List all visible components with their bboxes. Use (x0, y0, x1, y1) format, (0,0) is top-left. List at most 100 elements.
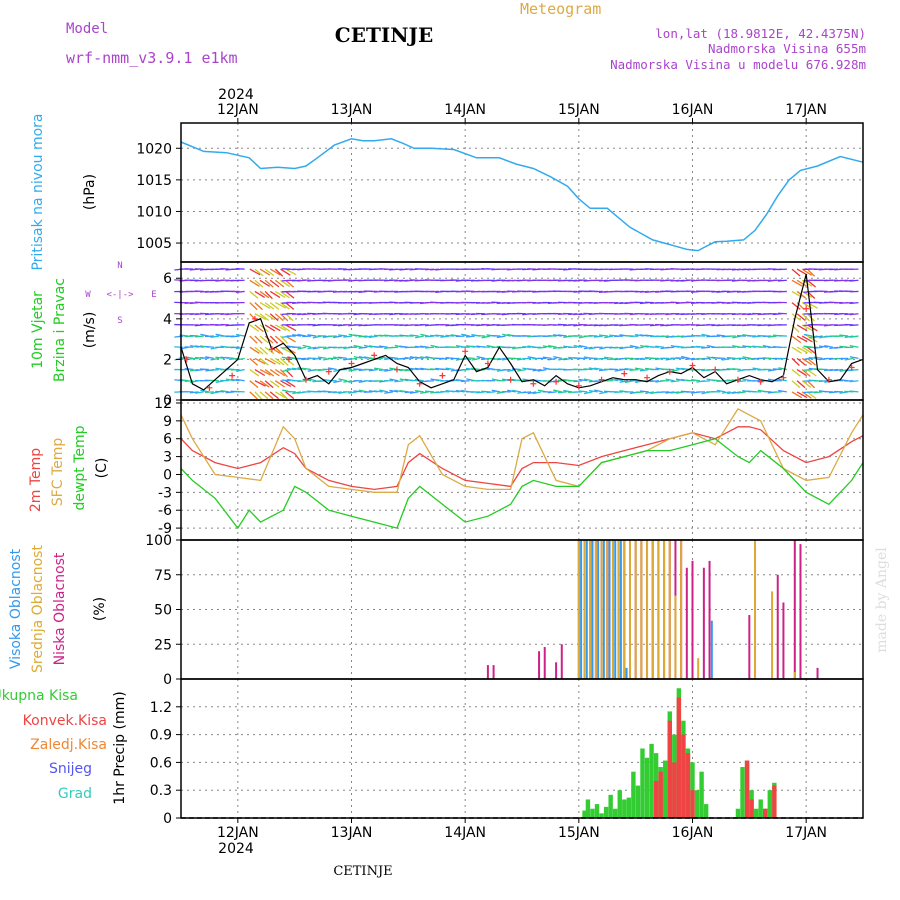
pressure-title: Pritisak na nivou mora (30, 113, 46, 270)
wind-barb (849, 390, 859, 393)
year-label-top: 2024 (218, 87, 254, 103)
wind-barb (778, 367, 787, 371)
wind-barb (481, 335, 491, 339)
wind-barb (420, 356, 429, 360)
wind-barb (259, 335, 269, 344)
wind-barb (363, 344, 373, 348)
wind-barb (818, 380, 828, 383)
wind-barb (639, 368, 649, 372)
wind-barb (685, 357, 695, 360)
temp-ytick-label: -9 (158, 521, 172, 537)
temp-ytick-label: -3 (158, 485, 172, 501)
wind-barb (791, 346, 802, 354)
wind-barb (353, 334, 363, 337)
wind-barb (249, 335, 258, 344)
wind-barb (440, 335, 450, 338)
wind-gust-mark (348, 360, 355, 367)
compass-west: W (85, 290, 91, 300)
wind-barb (532, 391, 542, 395)
wind-barb (264, 346, 275, 355)
wind-barb (791, 279, 803, 287)
wind-barb (389, 378, 399, 382)
wind-barb (409, 391, 419, 394)
wind-barb (537, 368, 547, 372)
precip-total-bar (758, 799, 763, 818)
year-label-bottom: 2024 (218, 841, 254, 857)
wind-barb (796, 335, 808, 343)
wind-barb (619, 380, 629, 383)
wind-barb (701, 333, 711, 337)
wind-gust-mark (575, 382, 582, 389)
wind-barb (834, 368, 844, 372)
wind-barb (849, 301, 859, 305)
wind-barb (721, 391, 731, 394)
wind-barb (476, 355, 486, 360)
cloud-ytick-label: 25 (154, 637, 172, 653)
wind-barb (333, 356, 342, 360)
wind-barb (333, 335, 342, 339)
wind-barb (558, 334, 567, 337)
wind-barb (553, 356, 562, 360)
wind-barb (455, 389, 465, 393)
wind-barb (199, 356, 209, 360)
wind-barb (675, 357, 685, 360)
wind-barb (420, 333, 429, 337)
wind-barb (450, 390, 460, 393)
wind-barb (259, 357, 269, 366)
wind-barb (806, 369, 817, 377)
wind-barb (353, 368, 363, 371)
temp-plot (180, 408, 864, 530)
wind-barb (285, 290, 295, 299)
wind-barb (806, 380, 816, 389)
wind-barb (269, 268, 281, 276)
wind-barb (716, 334, 726, 337)
precip-snow-label: Snijeg (49, 761, 92, 777)
wind-barb (517, 368, 527, 372)
model-name: wrf-nmm_v3.9.1 e1km (66, 49, 238, 67)
wind-gust-mark (251, 315, 258, 322)
temp-ytick-label: 3 (163, 450, 172, 466)
wind-title-2: Brzina i Pravac (52, 278, 68, 382)
panel-frames (176, 118, 864, 823)
wind-barb (200, 389, 209, 393)
temp-ytick-label: 6 (163, 432, 172, 448)
wind-barb (675, 335, 685, 338)
wind-barb (292, 367, 302, 371)
wind-barb (849, 344, 859, 348)
wind-barb (285, 279, 295, 288)
wind-barb (737, 391, 747, 394)
wind-barb (681, 355, 690, 360)
wind-barb (189, 357, 199, 360)
temp-ytick-label: -6 (158, 503, 172, 519)
wind-barb (547, 357, 557, 361)
wind-barb (394, 389, 404, 393)
wind-barb (259, 391, 269, 400)
wind-barb (279, 335, 289, 344)
wind-barb (264, 369, 275, 377)
wind-barb (194, 335, 204, 338)
wind-barb (801, 346, 813, 354)
wind-gust-mark (484, 360, 491, 367)
wind-barb (368, 335, 378, 339)
precip-ytick-label: 0.6 (150, 755, 172, 771)
wind-barb (249, 380, 259, 389)
wind-barb (302, 344, 312, 348)
wind-barb (588, 334, 598, 337)
wind-barb (404, 356, 414, 360)
wind-barb (440, 357, 450, 360)
wind-barb (834, 346, 844, 349)
wind-barb (353, 355, 363, 360)
wind-barb (777, 357, 787, 360)
wind-gust-mark (644, 374, 651, 381)
wind-barb (269, 313, 279, 322)
wind-barb (640, 344, 649, 348)
wind-barb (312, 357, 322, 360)
wind-barb (675, 378, 685, 382)
wind-barb (599, 391, 608, 395)
wind-barb (280, 380, 292, 387)
wind-barb (414, 356, 424, 360)
wind-barb (275, 290, 286, 298)
precip-ytick-label: 0.3 (150, 783, 172, 799)
wind-barb (614, 378, 624, 382)
wind-barb (259, 380, 270, 388)
